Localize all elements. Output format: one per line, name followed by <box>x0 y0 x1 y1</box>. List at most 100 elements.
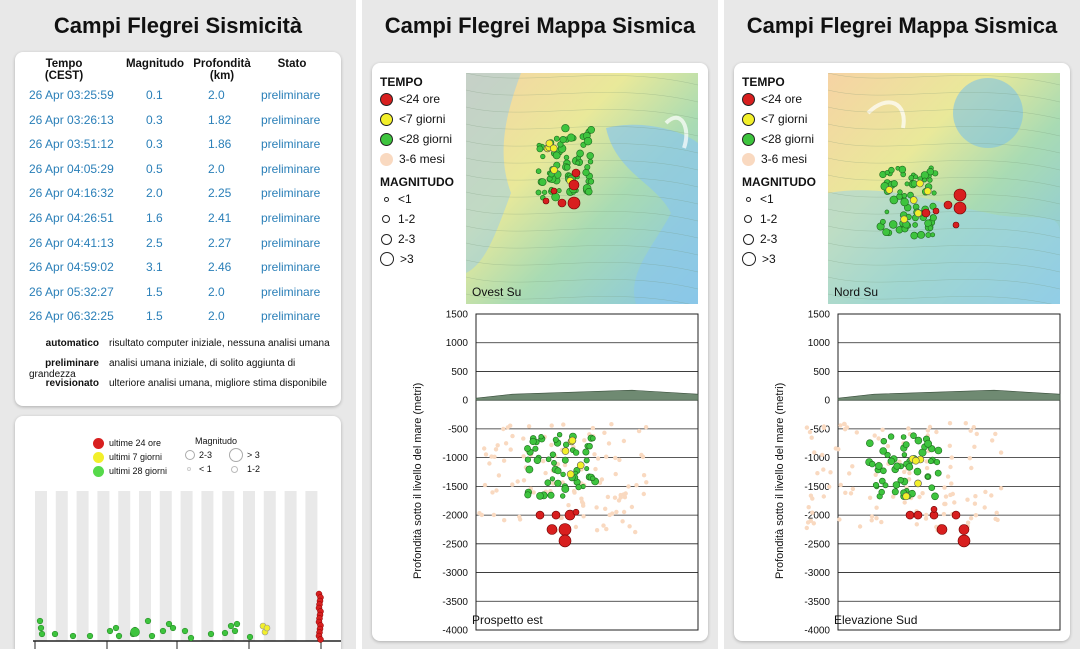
legend-label: <7 giorni <box>761 112 808 126</box>
section-event-point <box>972 501 978 506</box>
table-row[interactable]: 26 Apr 03:51:12 0.3 1.86 preliminare <box>15 132 340 156</box>
section-event-point <box>633 529 638 535</box>
map-event-point <box>566 133 576 142</box>
map-contour <box>466 89 698 103</box>
legend-label: <7 giorni <box>399 112 446 126</box>
table-row[interactable]: 26 Apr 06:32:25 1.5 2.0 preliminare <box>15 304 340 328</box>
map-event-point <box>538 178 547 186</box>
section-event-point <box>948 464 953 470</box>
legend-label: <28 giorni <box>399 132 453 146</box>
section-event-point <box>594 528 600 533</box>
col-time-header: Tempo (CEST) <box>44 58 84 82</box>
section-event-point <box>606 441 612 446</box>
section-event-point <box>821 494 826 499</box>
mag-legend-title: Magnitudo <box>195 436 238 446</box>
section-event-point <box>601 523 606 528</box>
timeline-event-point <box>69 632 77 640</box>
legend-label: <24 ore <box>761 92 803 106</box>
event-depth: 2.0 <box>208 161 225 176</box>
timeline-event-point <box>246 633 254 641</box>
section-event-point <box>571 488 577 494</box>
timeline-column <box>159 491 172 641</box>
event-magnitude: 2.5 <box>146 235 163 250</box>
section-event-point <box>641 491 646 497</box>
definition-desc: risultato computer iniziale, nessuna ana… <box>109 338 330 349</box>
table-row[interactable]: 26 Apr 04:26:51 1.6 2.41 preliminare <box>15 206 340 230</box>
section-event-point <box>538 433 544 440</box>
section-event-point <box>613 471 618 477</box>
section-event-point <box>589 435 596 442</box>
map-card: TEMPO <24 ore <7 giorni <28 giorni 3-6 m… <box>734 63 1070 641</box>
definition-term: preliminare <box>45 358 99 369</box>
table-row[interactable]: 26 Apr 04:05:29 0.5 2.0 preliminare <box>15 157 340 181</box>
section-event-point <box>609 422 614 427</box>
table-row[interactable]: 26 Apr 04:41:13 2.5 2.27 preliminare <box>15 231 340 255</box>
event-time: 26 Apr 04:59:02 <box>29 260 114 275</box>
depth-tick-label: -1000 <box>442 453 468 464</box>
table-row[interactable]: 26 Apr 03:26:13 0.3 1.82 preliminare <box>15 108 340 132</box>
section-event-point <box>875 462 883 470</box>
section-event-point <box>561 456 569 464</box>
map-event-point <box>900 197 909 207</box>
section-event-point <box>590 475 596 482</box>
table-row[interactable]: 26 Apr 04:59:02 3.1 2.46 preliminare <box>15 255 340 279</box>
event-depth: 2.27 <box>208 235 232 250</box>
event-status: preliminare <box>261 186 321 201</box>
section-event-point <box>920 491 925 496</box>
section-event-point <box>556 431 563 438</box>
table-row[interactable]: 26 Apr 04:16:32 2.0 2.25 preliminare <box>15 181 340 205</box>
section-event-point <box>582 448 590 456</box>
map-event-point <box>587 158 594 165</box>
section-event-point <box>968 516 974 521</box>
section-event-point <box>607 512 612 518</box>
red-dot-icon <box>380 92 393 106</box>
map-event-point <box>890 180 898 188</box>
map-event-point <box>584 164 591 171</box>
topographic-map-image <box>828 73 1060 304</box>
section-event-point <box>573 524 579 530</box>
section-event-point <box>634 483 639 488</box>
map-event-point <box>927 225 934 231</box>
event-status: preliminare <box>261 161 321 176</box>
section-event-point <box>549 451 556 458</box>
depth-tick-label: -4000 <box>804 626 830 637</box>
section-event-point <box>934 429 939 435</box>
section-event-point <box>971 425 976 430</box>
timeline-event-point <box>159 627 167 635</box>
map-event-point <box>913 174 919 180</box>
section-event-point <box>477 511 482 516</box>
section-event-point <box>827 484 832 489</box>
section-event-point <box>549 476 555 482</box>
table-row[interactable]: 26 Apr 03:25:59 0.1 2.0 preliminare <box>15 83 340 107</box>
section-event-point <box>993 516 998 522</box>
event-time: 26 Apr 04:41:13 <box>29 235 114 250</box>
timeline-column <box>55 491 68 641</box>
section-event-point <box>891 488 899 496</box>
timeline-column <box>243 491 255 641</box>
event-magnitude: 0.1 <box>146 88 163 102</box>
section-event-point <box>842 427 848 432</box>
section-event-point <box>925 428 931 433</box>
mag-legend-label: < 1 <box>199 464 212 474</box>
section-event-point <box>936 524 948 535</box>
depth-tick-label: 1500 <box>446 310 469 321</box>
map-event-point <box>576 149 584 158</box>
mag-circle-icon <box>231 466 238 473</box>
timeline-event-point <box>38 630 46 638</box>
section-event-point <box>549 442 554 448</box>
mag-circle-icon <box>744 215 752 223</box>
section-event-point <box>947 443 952 448</box>
table-row[interactable]: 26 Apr 05:32:27 1.5 2.0 preliminare <box>15 280 340 304</box>
depth-tick-label: -3500 <box>804 597 830 608</box>
section-event-point <box>866 439 874 447</box>
map-sea <box>466 73 521 273</box>
timeline-event-point <box>148 632 156 640</box>
depth-tick-label: -2500 <box>804 539 830 550</box>
map-event-point <box>914 209 922 217</box>
section-event-point <box>811 521 816 526</box>
section-event-point <box>874 505 879 510</box>
section-event-point <box>545 456 552 463</box>
map-contour <box>466 123 698 137</box>
section-event-point <box>533 456 542 465</box>
map-event-point <box>900 215 908 224</box>
